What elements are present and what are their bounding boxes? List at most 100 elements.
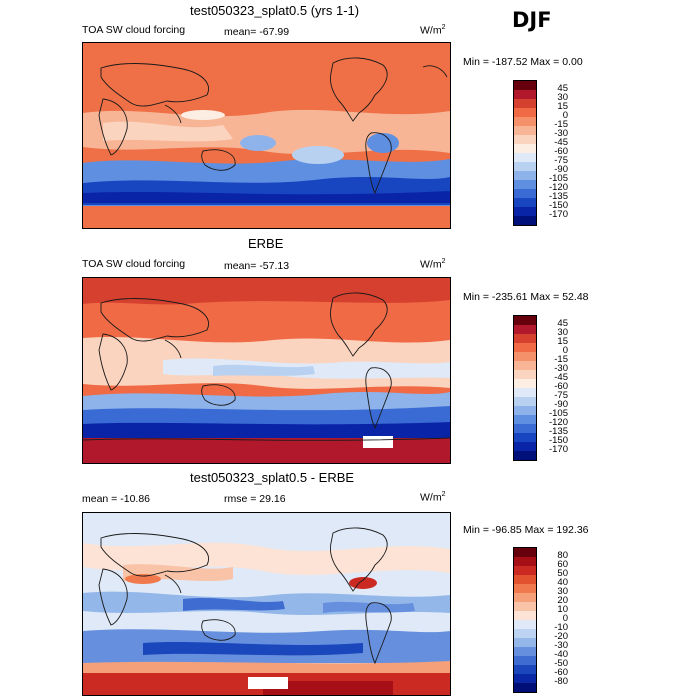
colorbar-level-label: -135 bbox=[548, 426, 568, 437]
panel-1-variable-label: TOA SW cloud forcing bbox=[82, 24, 186, 36]
panel-2-title: ERBE bbox=[248, 236, 284, 251]
colorbar-level-label: 30 bbox=[557, 327, 568, 338]
season-label: DJF bbox=[512, 8, 552, 32]
colorbar-level-label: -60 bbox=[554, 667, 568, 678]
colorbar-swatch bbox=[514, 566, 536, 575]
colorbar-swatch bbox=[514, 171, 536, 180]
colorbar-swatch bbox=[514, 674, 536, 683]
colorbar-level-label: 20 bbox=[557, 595, 568, 606]
colorbar-swatch bbox=[514, 90, 536, 99]
colorbar-level-label: -15 bbox=[554, 354, 568, 365]
colorbar-level-label: 60 bbox=[557, 559, 568, 570]
colorbar-level-label: -10 bbox=[554, 622, 568, 633]
panel-3-rmse-label: rmse = 29.16 bbox=[224, 493, 286, 505]
panel-2-colorbar-labels: 45 30 15 0 -15 -30 -45 -60 -75 -90 -105 -120 -135 -15… bbox=[538, 315, 568, 459]
colorbar-level-label: 15 bbox=[557, 101, 568, 112]
colorbar-level-label: -75 bbox=[554, 155, 568, 166]
colorbar-swatch bbox=[514, 647, 536, 656]
colorbar-swatch bbox=[514, 575, 536, 584]
colorbar-swatch bbox=[514, 117, 536, 126]
colorbar-swatch bbox=[514, 424, 536, 433]
colorbar-level-label: 15 bbox=[557, 336, 568, 347]
colorbar-level-label: 10 bbox=[557, 604, 568, 615]
panel-1-mean-label: mean= -67.99 bbox=[224, 26, 290, 38]
colorbar-level-label: 30 bbox=[557, 92, 568, 103]
panel-3-map bbox=[82, 512, 451, 696]
colorbar-swatch bbox=[514, 433, 536, 442]
panel-3-mean-label: mean = -10.86 bbox=[82, 493, 151, 505]
panel-3-units: W/m2 bbox=[420, 491, 446, 504]
colorbar-swatch bbox=[514, 316, 536, 325]
colorbar-level-label: -120 bbox=[548, 182, 568, 193]
colorbar-swatch bbox=[514, 352, 536, 361]
colorbar-swatch bbox=[514, 370, 536, 379]
colorbar-swatch bbox=[514, 216, 536, 225]
colorbar-swatch bbox=[514, 99, 536, 108]
panel-1-minmax: Min = -187.52 Max = 0.00 bbox=[463, 56, 583, 68]
colorbar-level-label: -135 bbox=[548, 191, 568, 202]
colorbar-swatch bbox=[514, 557, 536, 566]
panel-2-colorbar bbox=[513, 315, 537, 461]
colorbar-level-label: -40 bbox=[554, 649, 568, 660]
panel-3-colorbar bbox=[513, 547, 537, 693]
colorbar-level-label: 50 bbox=[557, 568, 568, 579]
colorbar-level-label: -170 bbox=[548, 209, 568, 220]
colorbar-swatch bbox=[514, 198, 536, 207]
colorbar-swatch bbox=[514, 548, 536, 557]
panel-2-units: W/m2 bbox=[420, 258, 446, 271]
colorbar-swatch bbox=[514, 153, 536, 162]
colorbar-swatch bbox=[514, 584, 536, 593]
panel-2-map bbox=[82, 277, 451, 464]
colorbar-level-label: 0 bbox=[562, 345, 568, 356]
colorbar-swatch bbox=[514, 126, 536, 135]
colorbar-level-label: 0 bbox=[562, 613, 568, 624]
colorbar-swatch bbox=[514, 397, 536, 406]
panel-1-colorbar bbox=[513, 80, 537, 226]
panel-3-minmax: Min = -96.85 Max = 192.36 bbox=[463, 524, 589, 536]
colorbar-swatch bbox=[514, 144, 536, 153]
panel-3-map-field bbox=[83, 513, 450, 695]
colorbar-level-label: 0 bbox=[562, 110, 568, 121]
colorbar-level-label: -45 bbox=[554, 372, 568, 383]
colorbar-level-label: 80 bbox=[557, 550, 568, 561]
colorbar-level-label: -60 bbox=[554, 146, 568, 157]
panel-3-colorbar-labels: 80 60 50 40 30 20 10 0 -10 -20 -30 -40 -50 -60 -80 bbox=[538, 547, 568, 691]
colorbar-level-label: 45 bbox=[557, 83, 568, 94]
colorbar-swatch bbox=[514, 451, 536, 460]
colorbar-swatch bbox=[514, 207, 536, 216]
colorbar-level-label: -45 bbox=[554, 137, 568, 148]
colorbar-level-label: -50 bbox=[554, 658, 568, 669]
colorbar-swatch bbox=[514, 629, 536, 638]
colorbar-swatch bbox=[514, 602, 536, 611]
colorbar-swatch bbox=[514, 442, 536, 451]
panel-2-mean-label: mean= -57.13 bbox=[224, 260, 290, 272]
colorbar-level-label: -30 bbox=[554, 128, 568, 139]
colorbar-swatch bbox=[514, 162, 536, 171]
colorbar-swatch bbox=[514, 361, 536, 370]
colorbar-level-label: -30 bbox=[554, 363, 568, 374]
panel-1-units: W/m2 bbox=[420, 24, 446, 37]
colorbar-swatch bbox=[514, 611, 536, 620]
colorbar-swatch bbox=[514, 683, 536, 692]
colorbar-level-label: -150 bbox=[548, 435, 568, 446]
colorbar-swatch bbox=[514, 81, 536, 90]
panel-1-map-field bbox=[83, 43, 450, 228]
colorbar-swatch bbox=[514, 593, 536, 602]
colorbar-level-label: -105 bbox=[548, 173, 568, 184]
colorbar-level-label: -15 bbox=[554, 119, 568, 130]
colorbar-level-label: 45 bbox=[557, 318, 568, 329]
colorbar-swatch bbox=[514, 135, 536, 144]
colorbar-level-label: -75 bbox=[554, 390, 568, 401]
colorbar-swatch bbox=[514, 656, 536, 665]
colorbar-swatch bbox=[514, 189, 536, 198]
colorbar-level-label: 30 bbox=[557, 586, 568, 597]
colorbar-swatch bbox=[514, 620, 536, 629]
colorbar-level-label: -80 bbox=[554, 676, 568, 687]
colorbar-level-label: -20 bbox=[554, 631, 568, 642]
colorbar-swatch bbox=[514, 665, 536, 674]
panel-2-variable-label: TOA SW cloud forcing bbox=[82, 258, 186, 270]
colorbar-level-label: -105 bbox=[548, 408, 568, 419]
colorbar-swatch bbox=[514, 415, 536, 424]
colorbar-swatch bbox=[514, 406, 536, 415]
colorbar-swatch bbox=[514, 180, 536, 189]
